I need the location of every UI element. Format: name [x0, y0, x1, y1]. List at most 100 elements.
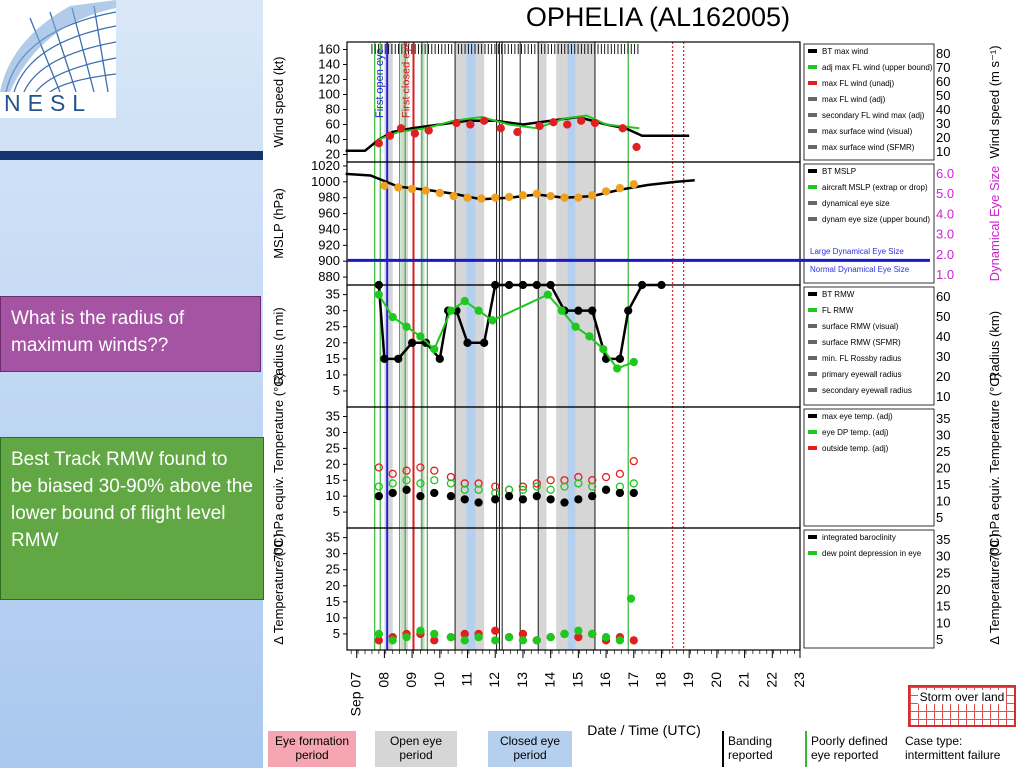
ytick-right-label: 35	[936, 532, 950, 547]
legend-entry: primary eyewall radius	[822, 370, 902, 379]
data-point	[557, 306, 566, 315]
data-point	[474, 306, 483, 315]
data-point	[474, 485, 483, 494]
ytick-right-label: 25	[936, 565, 950, 580]
legend-storm-over-land: Storm over land	[908, 685, 1016, 727]
data-point	[504, 280, 514, 290]
data-point	[388, 469, 397, 479]
data-point	[421, 186, 431, 195]
data-point	[601, 472, 611, 482]
ylabel-right: Wind speed (m s⁻¹)	[987, 45, 1002, 158]
data-point	[560, 193, 569, 202]
xtick-label: 12	[486, 672, 502, 688]
series-adj-max-fl-wind-upper-bound-	[378, 114, 640, 141]
ylabel: 700 hPa equiv. Temperature (°C)	[271, 373, 286, 562]
data-point	[385, 131, 395, 140]
data-point	[374, 280, 384, 290]
vline-label-0: First open eye	[374, 48, 386, 118]
data-point	[574, 306, 583, 315]
data-point	[407, 184, 417, 194]
xtick-label: Sep 07	[348, 672, 364, 717]
data-point	[446, 633, 456, 642]
xtick-label: 14	[542, 672, 558, 688]
logo-text: NESL	[4, 90, 93, 116]
ytick-label: 15	[326, 351, 340, 366]
xtick-label: 20	[708, 672, 724, 688]
data-point	[479, 338, 489, 347]
legend-swatch	[808, 169, 817, 173]
legend-poorly-defined: Poorly defined eye reported	[805, 731, 897, 767]
data-point	[518, 191, 528, 200]
data-point	[599, 345, 608, 354]
series-eye-dp-temp-adj-	[374, 476, 638, 498]
legend-swatch	[808, 292, 817, 296]
legend-swatch	[808, 113, 817, 117]
period-shade	[575, 42, 595, 650]
ytick-label: 30	[326, 303, 340, 318]
data-point	[479, 116, 489, 125]
series-line	[378, 293, 635, 370]
data-point	[488, 316, 497, 325]
series-max-fl-wind-adj-	[374, 116, 641, 152]
legend-entry: FL RMW	[822, 306, 854, 315]
period-shade	[384, 42, 393, 650]
period-shade	[567, 42, 576, 650]
legend-swatch	[808, 185, 817, 189]
data-point	[601, 633, 611, 642]
data-point	[549, 118, 558, 127]
data-point	[546, 476, 555, 485]
data-point	[518, 636, 528, 645]
data-point	[446, 479, 456, 488]
data-point	[585, 332, 594, 341]
data-point	[449, 191, 458, 201]
ytick-right-label: 20	[936, 461, 950, 476]
ylabel-right: Radius (km)	[987, 311, 1002, 381]
ophelia-chart: OPHELIA (AL162005) First open eye First cl…	[271, 2, 1002, 738]
ytick-label: 30	[326, 424, 340, 439]
data-point	[615, 636, 625, 645]
legend-entry: BT MSLP	[822, 167, 856, 176]
data-point	[474, 633, 483, 642]
ytick-label: 35	[326, 409, 340, 424]
data-point	[424, 126, 433, 135]
data-point	[504, 192, 514, 202]
ytick-label: 1000	[311, 174, 340, 189]
xtick-label: 08	[375, 672, 391, 688]
data-point	[491, 280, 500, 290]
legend-swatch	[808, 446, 817, 450]
legend-open-eye: Open eye period	[375, 731, 457, 767]
ytick-right-label: 10	[936, 615, 950, 630]
legend-eye-formation: Eye formation period	[268, 731, 356, 767]
data-point	[629, 488, 638, 498]
data-point	[446, 492, 456, 501]
legend-swatch	[808, 217, 817, 221]
legend-entry: max eye temp. (adj)	[822, 412, 893, 421]
legend-swatch	[808, 356, 817, 360]
legend-entry: max surface wind (visual)	[822, 127, 913, 136]
ylabel: Radius (n mi)	[271, 307, 286, 384]
data-point	[435, 354, 444, 363]
data-point	[590, 118, 600, 128]
legend-swatch	[808, 324, 817, 328]
data-point	[491, 495, 500, 504]
legend-entry: outside temp. (adj)	[822, 444, 889, 453]
data-point	[535, 121, 544, 131]
series-fl-rmw	[374, 290, 638, 373]
legend-swatch	[808, 201, 817, 205]
data-point	[388, 479, 397, 488]
data-point	[430, 476, 439, 485]
xtick-label: 13	[514, 672, 530, 688]
data-point	[637, 280, 647, 290]
data-point	[532, 482, 541, 491]
period-shade	[401, 42, 408, 650]
legend-entry: max surface wind (SFMR)	[822, 143, 915, 152]
period-shade	[475, 42, 485, 650]
ytick-label: 25	[326, 440, 340, 455]
data-point	[388, 488, 397, 498]
data-point	[474, 498, 483, 507]
legend-entry: surface RMW (SFMR)	[822, 338, 901, 347]
ytick-right-label: 15	[936, 599, 950, 614]
data-point	[532, 492, 541, 501]
